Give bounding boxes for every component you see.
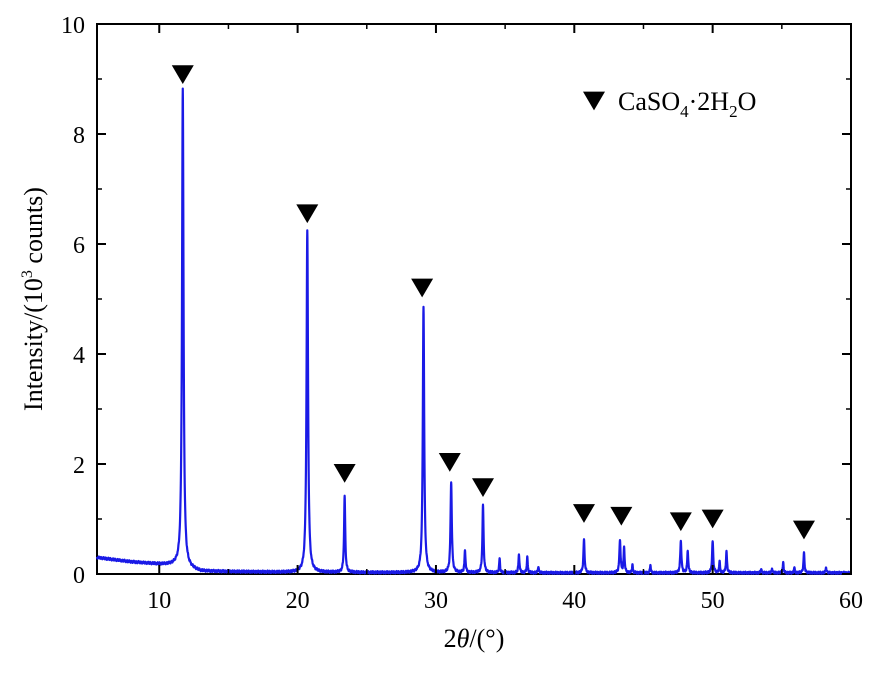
peak-marker: [792, 520, 815, 540]
legend-marker-triangle: [583, 91, 605, 111]
y-tick-label: 8: [73, 123, 85, 149]
x-tick-label: 10: [147, 588, 171, 614]
x-tick-label: 20: [286, 588, 310, 614]
series-line: [95, 87, 853, 575]
x-tick-label: 60: [839, 588, 863, 614]
y-tick-label: 0: [73, 563, 85, 589]
x-tick-label: 50: [701, 588, 725, 614]
y-tick-label: 4: [73, 343, 85, 369]
x-tick-label: 30: [424, 588, 448, 614]
peak-marker: [701, 509, 724, 529]
axis-ticks: [97, 23, 852, 575]
plot-area: [95, 23, 853, 575]
legend-label: CaSO4·2H2O: [618, 87, 756, 121]
peak-marker: [411, 278, 434, 298]
peak-marker: [438, 453, 461, 472]
peak-marker: [171, 65, 194, 84]
peak-marker: [296, 204, 319, 224]
y-tick-label: 2: [73, 453, 85, 479]
peak-marker: [471, 478, 494, 497]
x-axis-title: 2θ/(°): [444, 624, 505, 653]
peak-marker: [333, 464, 356, 483]
y-axis-title: Intensity/(103 counts): [19, 187, 48, 411]
peak-marker: [669, 512, 692, 532]
y-tick-label: 6: [73, 233, 85, 259]
peak-marker: [572, 504, 595, 523]
legend: CaSO4·2H2O: [583, 87, 756, 121]
peak-markers: [171, 65, 815, 540]
peak-marker: [610, 506, 633, 526]
x-tick-label: 40: [562, 588, 586, 614]
y-tick-label: 10: [61, 13, 85, 39]
